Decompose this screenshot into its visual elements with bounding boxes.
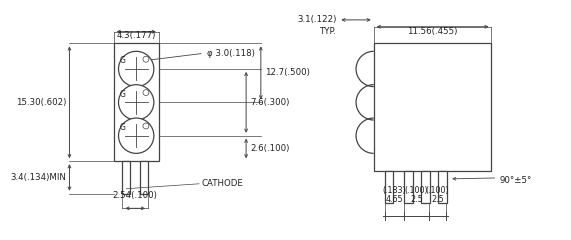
Bar: [404, 171, 413, 204]
Bar: [421, 171, 429, 204]
Circle shape: [119, 51, 154, 87]
Text: (.183): (.183): [383, 186, 406, 195]
Text: 3.4(.134)MIN: 3.4(.134)MIN: [11, 173, 66, 182]
Text: 2.54(.100): 2.54(.100): [112, 192, 158, 200]
Text: 2.5: 2.5: [431, 195, 444, 204]
Text: 7.6(.300): 7.6(.300): [250, 98, 289, 107]
Bar: [140, 161, 148, 194]
Text: 15.30(.602): 15.30(.602): [16, 98, 66, 107]
Text: G: G: [119, 90, 126, 99]
Text: 2.5: 2.5: [410, 195, 423, 204]
Text: TYP.: TYP.: [320, 27, 336, 36]
Circle shape: [143, 123, 149, 129]
Text: (.100): (.100): [426, 186, 449, 195]
Text: (.100): (.100): [405, 186, 428, 195]
Circle shape: [119, 85, 154, 120]
Text: CATHODE: CATHODE: [202, 179, 244, 188]
Text: 11.56(.455): 11.56(.455): [408, 27, 458, 36]
Bar: [384, 171, 393, 204]
Bar: [439, 171, 447, 204]
Text: 4.3(.177): 4.3(.177): [116, 31, 156, 41]
Circle shape: [143, 90, 149, 96]
Bar: [122, 161, 130, 194]
Text: G: G: [119, 123, 126, 132]
Text: 12.7(.500): 12.7(.500): [265, 68, 309, 77]
Bar: [114, 43, 159, 161]
Text: φ 3.0(.118): φ 3.0(.118): [207, 49, 255, 58]
Text: 90°±5°: 90°±5°: [500, 176, 532, 185]
Text: 2.6(.100): 2.6(.100): [250, 144, 289, 153]
Circle shape: [119, 118, 154, 153]
Bar: [373, 43, 492, 171]
Text: 3.1(.122): 3.1(.122): [297, 15, 336, 24]
Text: G: G: [119, 56, 126, 65]
Circle shape: [143, 56, 149, 62]
Text: 4.65: 4.65: [385, 195, 403, 204]
